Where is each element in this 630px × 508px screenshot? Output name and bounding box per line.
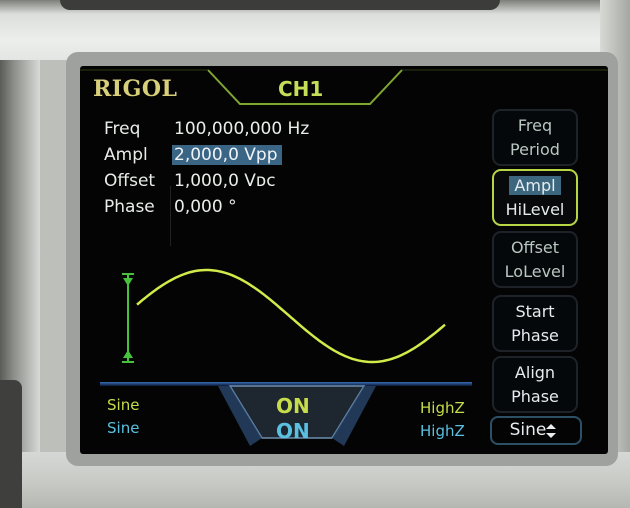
softkey-offset-lolevel[interactable]: Offset LoLevel: [492, 231, 578, 288]
softkey-ampl-label: Ampl: [509, 176, 561, 195]
channel-tab-label[interactable]: CH1: [278, 77, 324, 101]
softkey-period-label: Period: [510, 140, 560, 159]
up-down-arrow-icon: [546, 424, 556, 438]
softkey-freq-label: Freq: [517, 116, 553, 135]
param-label-phase: Phase: [104, 197, 155, 217]
sine-wave-trace: [136, 268, 446, 364]
channel-tab-shape: [80, 69, 608, 105]
ch1-load-status: HighZ: [420, 399, 465, 417]
status-strip: [100, 382, 472, 446]
param-label-ampl: Ampl: [104, 145, 148, 165]
ch2-load-status: HighZ: [420, 422, 465, 440]
softkey-align-phase-label: Phase: [511, 387, 559, 406]
brand-logo: RIGOL: [93, 76, 178, 102]
param-label-offset: Offset: [104, 171, 156, 191]
softkey-hilevel-label: HiLevel: [505, 200, 565, 219]
softkey-offset-label: Offset: [510, 238, 560, 257]
waveform-preview: [122, 268, 446, 364]
param-value-ampl-field[interactable]: 2,000,0 Vpp: [172, 145, 282, 165]
device-bezel-top: [0, 0, 630, 60]
softkey-start-phase-label: Phase: [511, 326, 559, 345]
param-value-ampl[interactable]: 2,000,0 Vpp: [172, 145, 282, 165]
softkey-start-label: Start: [515, 302, 555, 321]
ch1-output-status[interactable]: ON: [276, 394, 310, 418]
ch2-wave-status: Sine: [107, 419, 140, 437]
param-value-phase[interactable]: 0,000 °: [174, 197, 237, 217]
ch2-output-status[interactable]: ON: [276, 419, 310, 443]
softkey-align-phase[interactable]: Align Phase: [492, 356, 578, 413]
softkey-align-label: Align: [514, 363, 556, 382]
device-side-dark: [0, 380, 22, 508]
softkey-ampl-hilevel[interactable]: Ampl HiLevel: [492, 169, 578, 226]
device-bezel-top-shadow: [60, 0, 500, 10]
ch1-wave-status: Sine: [107, 396, 140, 414]
softkey-freq-period[interactable]: Freq Period: [492, 109, 578, 166]
lcd-screen: RIGOL CH1 Freq 100,000,000 Hz Ampl 2,000…: [80, 66, 608, 454]
softkey-start-phase[interactable]: Start Phase: [492, 295, 578, 352]
waveform-select[interactable]: Sine: [490, 416, 582, 445]
param-label-freq: Freq: [104, 119, 141, 139]
softkey-lolevel-label: LoLevel: [504, 262, 566, 281]
waveform-select-value: Sine: [509, 420, 547, 440]
param-value-offset[interactable]: 1,000,0 Vᴅᴄ: [174, 171, 276, 191]
amplitude-marker-icon: [122, 273, 134, 363]
param-value-freq[interactable]: 100,000,000 Hz: [174, 119, 310, 139]
param-divider: [170, 186, 171, 246]
